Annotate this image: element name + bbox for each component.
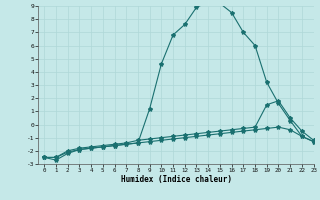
X-axis label: Humidex (Indice chaleur): Humidex (Indice chaleur)	[121, 175, 231, 184]
